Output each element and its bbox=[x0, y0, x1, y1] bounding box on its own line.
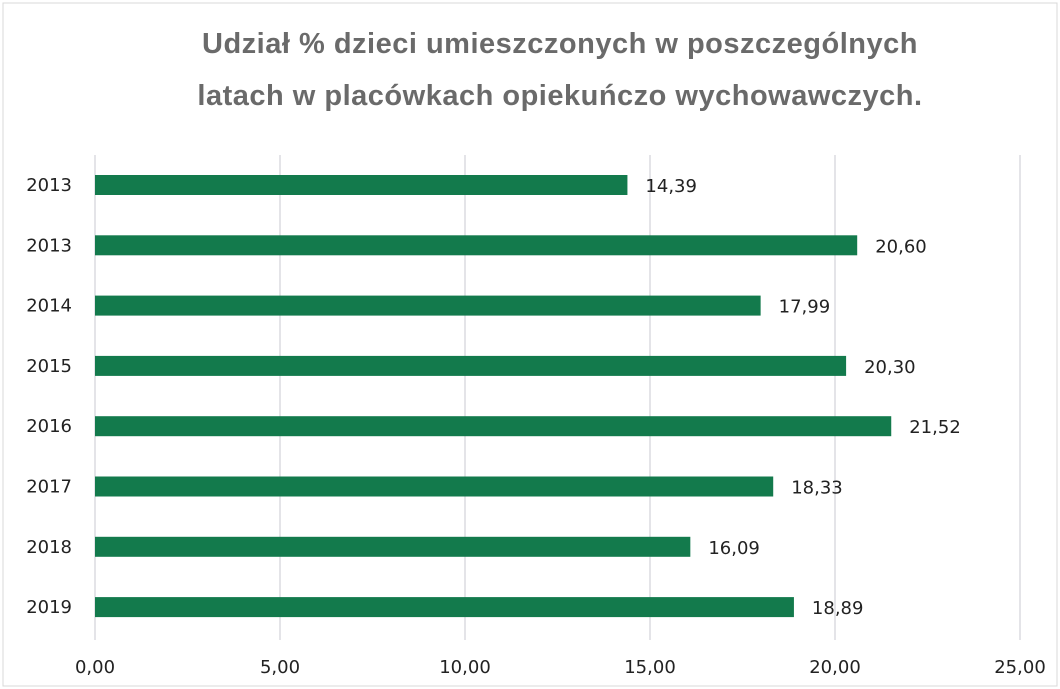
y-tick-label: 2014 bbox=[26, 296, 72, 317]
x-tick-label: 0,00 bbox=[75, 657, 115, 678]
bar bbox=[95, 235, 858, 256]
bar bbox=[95, 295, 761, 316]
x-tick-label: 15,00 bbox=[624, 657, 676, 678]
y-tick-label: 2015 bbox=[26, 356, 72, 377]
bar bbox=[95, 597, 794, 618]
bar bbox=[95, 175, 628, 195]
bar bbox=[95, 536, 691, 557]
bar bbox=[95, 476, 774, 497]
chart-title: Udział % dzieci umieszczonych w poszczeg… bbox=[197, 28, 923, 112]
x-tick-label: 10,00 bbox=[439, 657, 491, 678]
y-tick-label: 2013 bbox=[26, 235, 72, 256]
y-tick-label: 2013 bbox=[26, 175, 72, 196]
data-label: 18,89 bbox=[812, 598, 864, 619]
data-label: 16,09 bbox=[708, 538, 760, 559]
y-tick-label: 2016 bbox=[26, 416, 72, 437]
data-label: 21,52 bbox=[909, 417, 961, 438]
data-label: 17,99 bbox=[779, 297, 831, 318]
x-tick-label: 25,00 bbox=[994, 657, 1046, 678]
y-tick-label: 2018 bbox=[26, 537, 72, 558]
bar bbox=[95, 355, 847, 376]
data-label: 20,60 bbox=[875, 236, 927, 257]
y-tick-label: 2019 bbox=[26, 597, 72, 618]
bar bbox=[95, 416, 892, 437]
x-tick-label: 20,00 bbox=[809, 657, 861, 678]
x-tick-label: 5,00 bbox=[260, 657, 300, 678]
y-tick-label: 2017 bbox=[26, 477, 72, 498]
data-label: 20,30 bbox=[864, 357, 916, 378]
data-label: 14,39 bbox=[645, 176, 697, 197]
data-label: 18,33 bbox=[791, 478, 843, 499]
